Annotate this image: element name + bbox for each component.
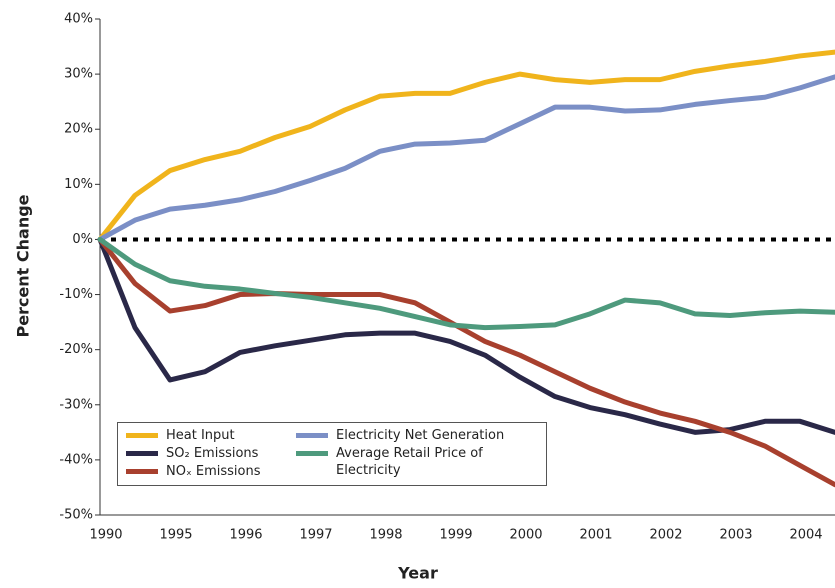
legend-swatch xyxy=(126,469,158,474)
legend-label: Heat Input xyxy=(166,428,235,443)
y-axis-title: Percent Change xyxy=(14,194,33,337)
legend-item: Heat Input xyxy=(126,427,296,445)
legend-label: NOₓ Emissions xyxy=(166,464,261,479)
x-tick-label: 1999 xyxy=(439,528,472,543)
series-line xyxy=(97,236,835,488)
x-tick-label: 1995 xyxy=(159,528,192,543)
legend-label: Average Retail Price of Electricity xyxy=(336,446,483,478)
x-tick-label: 1996 xyxy=(229,528,262,543)
x-tick-label: 1997 xyxy=(299,528,332,543)
x-tick-label: 2004 xyxy=(789,528,822,543)
legend-label: Electricity Net Generation xyxy=(336,428,505,443)
legend-item: Average Retail Price of Electricity xyxy=(296,445,536,478)
x-tick-label: 2001 xyxy=(579,528,612,543)
x-axis-title: Year xyxy=(397,564,438,583)
y-tick-label: 20% xyxy=(64,122,93,137)
series-line xyxy=(97,236,835,435)
y-tick-label: 30% xyxy=(64,67,93,82)
legend: Heat Input SO₂ Emissions NOₓ Emissions Elec… xyxy=(117,422,547,486)
y-tick-label: -30% xyxy=(59,397,93,412)
series-line xyxy=(97,49,835,242)
legend-item: Electricity Net Generation xyxy=(296,427,536,445)
legend-label: SO₂ Emissions xyxy=(166,446,259,461)
y-tick-label: -40% xyxy=(59,452,93,467)
y-tick-label: -10% xyxy=(59,287,93,302)
x-tick-label: 1998 xyxy=(369,528,402,543)
x-tick-label: 2000 xyxy=(509,528,542,543)
legend-item: SO₂ Emissions xyxy=(126,445,296,463)
legend-item: NOₓ Emissions xyxy=(126,463,296,481)
x-tick-label: 2002 xyxy=(649,528,682,543)
y-tick-label: 10% xyxy=(64,177,93,192)
legend-swatch xyxy=(296,433,328,438)
series-line xyxy=(97,74,835,242)
y-tick-label: 40% xyxy=(64,12,93,27)
legend-swatch xyxy=(296,451,328,456)
x-tick-label: 1990 xyxy=(89,528,122,543)
x-tick-label: 2003 xyxy=(719,528,752,543)
y-tick-label: -20% xyxy=(59,342,93,357)
y-tick-label: -50% xyxy=(59,508,93,523)
y-tick-label: 0% xyxy=(72,232,93,247)
series-line xyxy=(97,236,835,331)
legend-swatch xyxy=(126,433,158,438)
legend-swatch xyxy=(126,451,158,456)
